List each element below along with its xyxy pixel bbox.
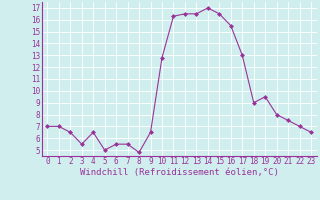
X-axis label: Windchill (Refroidissement éolien,°C): Windchill (Refroidissement éolien,°C) bbox=[80, 168, 279, 177]
